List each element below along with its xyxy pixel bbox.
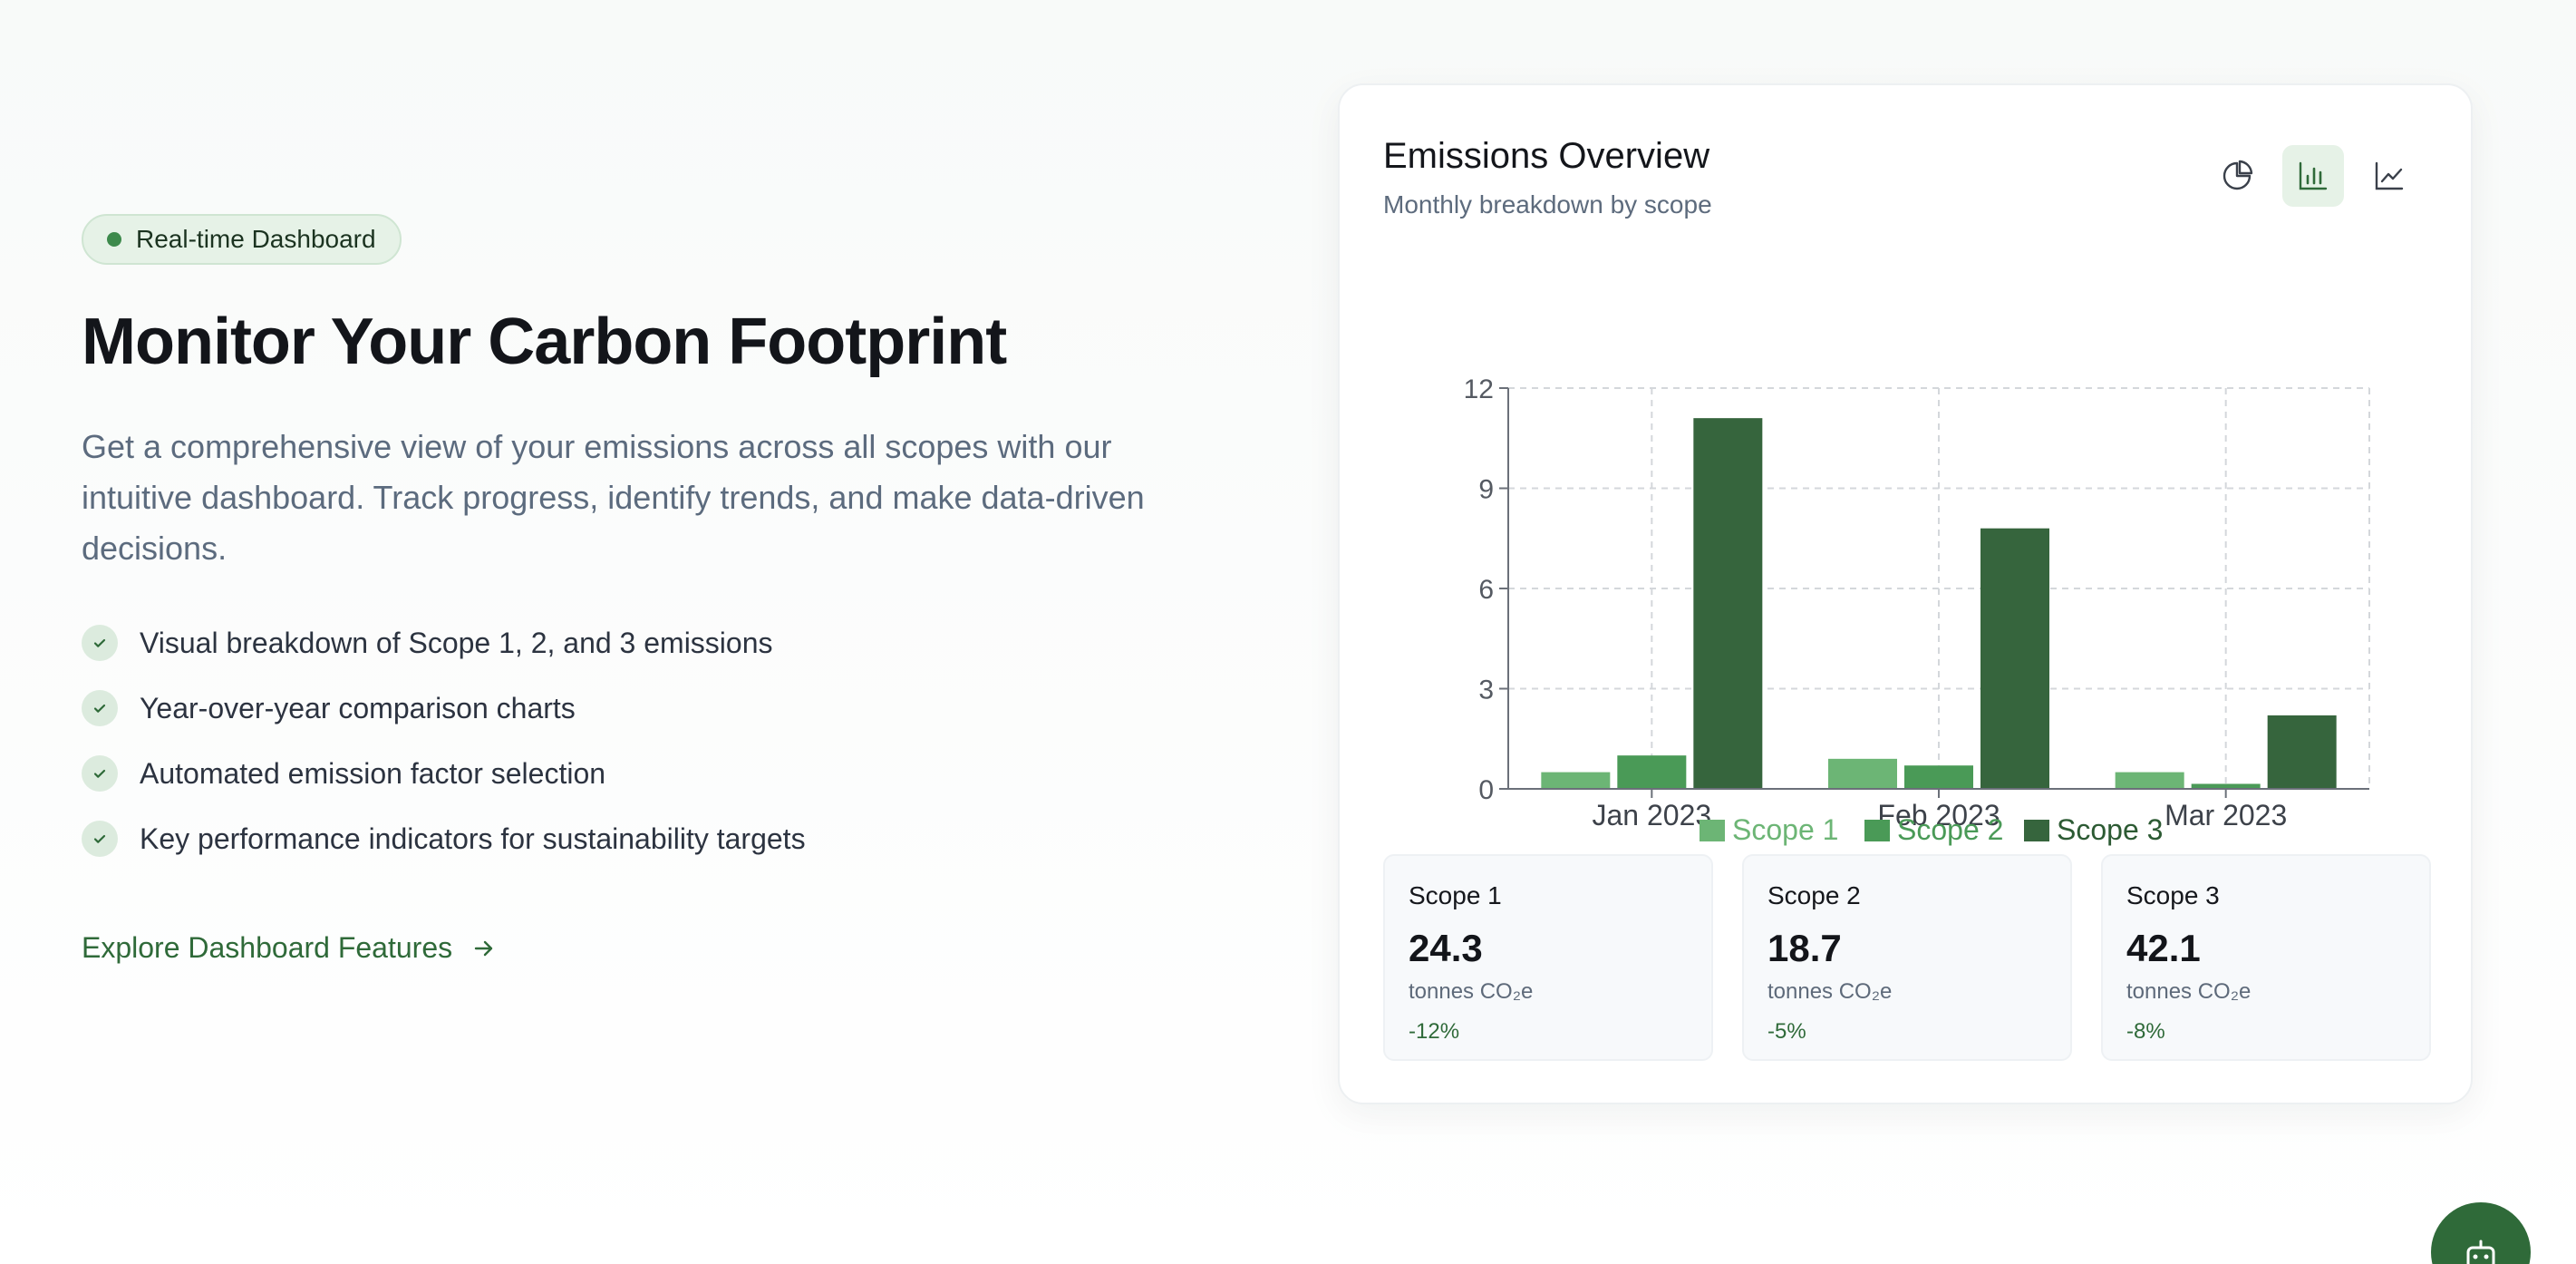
- stat-card-scope-3: Scope 3 42.1 tonnes CO₂e -8%: [2101, 854, 2431, 1061]
- legend-label: Scope 1: [1732, 813, 1838, 846]
- check-icon: [82, 821, 118, 858]
- bar-scope-1: [1541, 772, 1611, 789]
- stat-label: Scope 2: [1767, 881, 1861, 909]
- bar-scope-3: [2267, 715, 2337, 789]
- bar-scope-1: [1828, 758, 1897, 789]
- explore-label: Explore Dashboard Features: [82, 931, 453, 965]
- feature-item: Visual breakdown of Scope 1, 2, and 3 em…: [82, 610, 1260, 676]
- y-tick-label: 12: [1464, 374, 1494, 404]
- arrow-right-icon: [474, 940, 493, 956]
- check-icon: [82, 755, 118, 792]
- hero-section: Real-time Dashboard Monitor Your Carbon …: [82, 214, 1260, 965]
- y-tick-label: 0: [1478, 775, 1494, 805]
- bar-scope-2: [1617, 755, 1687, 789]
- y-tick-label: 9: [1478, 475, 1494, 505]
- stat-unit: tonnes CO₂e: [1767, 979, 1893, 1004]
- legend-swatch: [2024, 820, 2049, 841]
- stat-label: Scope 3: [2126, 881, 2220, 909]
- stat-label: Scope 1: [1409, 881, 1502, 909]
- realtime-badge: Real-time Dashboard: [82, 214, 402, 265]
- bar-scope-1: [2115, 772, 2184, 789]
- x-tick-label: Feb 2023: [1877, 799, 2000, 831]
- emissions-bar-chart: 0 3 6 9 12 Jan 2023 Feb 2023 Mar 2023 Scope 1 Sco…: [1464, 374, 2370, 846]
- stat-change: -5%: [1767, 1019, 1806, 1044]
- y-tick-label: 3: [1478, 676, 1494, 705]
- pie-chart-icon: [2223, 160, 2253, 190]
- stat-card-scope-2: Scope 2 18.7 tonnes CO₂e -5%: [1742, 854, 2072, 1061]
- stat-value: 18.7: [1767, 927, 1842, 969]
- bar-scope-2: [2191, 783, 2261, 789]
- robot-icon: [2466, 1240, 2495, 1264]
- line-chart-icon: [2375, 161, 2404, 190]
- card-subtitle: Monthly breakdown by scope: [1383, 190, 1712, 219]
- check-icon: [82, 690, 118, 727]
- line-view-button[interactable]: [2358, 145, 2420, 207]
- x-tick-label: Mar 2023: [2164, 799, 2287, 831]
- badge-label: Real-time Dashboard: [136, 225, 376, 253]
- card-title: Emissions Overview: [1383, 136, 1710, 176]
- legend-label: Scope 2: [1897, 813, 2003, 846]
- assistant-button[interactable]: [2431, 1202, 2531, 1264]
- bar-scope-2: [1904, 765, 1973, 789]
- bar-scope-3: [1980, 528, 2049, 789]
- legend-swatch: [1700, 820, 1725, 841]
- stat-value: 42.1: [2126, 927, 2201, 969]
- feature-list: Visual breakdown of Scope 1, 2, and 3 em…: [82, 610, 1260, 871]
- stat-card-scope-1: Scope 1 24.3 tonnes CO₂e -12%: [1383, 854, 1713, 1061]
- feature-item: Automated emission factor selection: [82, 741, 1260, 806]
- pie-view-button[interactable]: [2206, 145, 2268, 207]
- feature-text: Year-over-year comparison charts: [140, 691, 576, 724]
- hero-title: Monitor Your Carbon Footprint: [82, 306, 1007, 378]
- feature-text: Visual breakdown of Scope 1, 2, and 3 em…: [140, 626, 773, 659]
- explore-dashboard-link[interactable]: Explore Dashboard Features: [82, 931, 498, 965]
- legend-label: Scope 3: [2057, 813, 2163, 846]
- stat-unit: tonnes CO₂e: [1409, 979, 1534, 1004]
- check-icon: [82, 625, 118, 662]
- status-dot-icon: [107, 232, 121, 247]
- stat-change: -8%: [2126, 1019, 2165, 1044]
- bar-scope-3: [1693, 418, 1763, 789]
- stat-value: 24.3: [1409, 927, 1483, 969]
- bar-chart-icon: [2299, 161, 2328, 190]
- scope-stats: Scope 1 24.3 tonnes CO₂e -12% Scope 2 18…: [1383, 854, 2431, 1061]
- y-tick-label: 6: [1478, 575, 1494, 605]
- hero-subtitle: Get a comprehensive view of your emissio…: [82, 428, 1145, 568]
- stat-change: -12%: [1409, 1019, 1460, 1044]
- stat-unit: tonnes CO₂e: [2126, 979, 2252, 1004]
- feature-text: Key performance indicators for sustainab…: [140, 822, 806, 855]
- bar-view-button[interactable]: [2282, 145, 2344, 207]
- legend-swatch: [1864, 820, 1890, 841]
- feature-item: Key performance indicators for sustainab…: [82, 806, 1260, 871]
- feature-item: Year-over-year comparison charts: [82, 676, 1260, 741]
- feature-text: Automated emission factor selection: [140, 756, 606, 790]
- x-tick-label: Jan 2023: [1592, 799, 1711, 831]
- chart-type-switcher: [2206, 145, 2420, 207]
- emissions-card: Emissions Overview Monthly breakdown by …: [1338, 83, 2473, 1104]
